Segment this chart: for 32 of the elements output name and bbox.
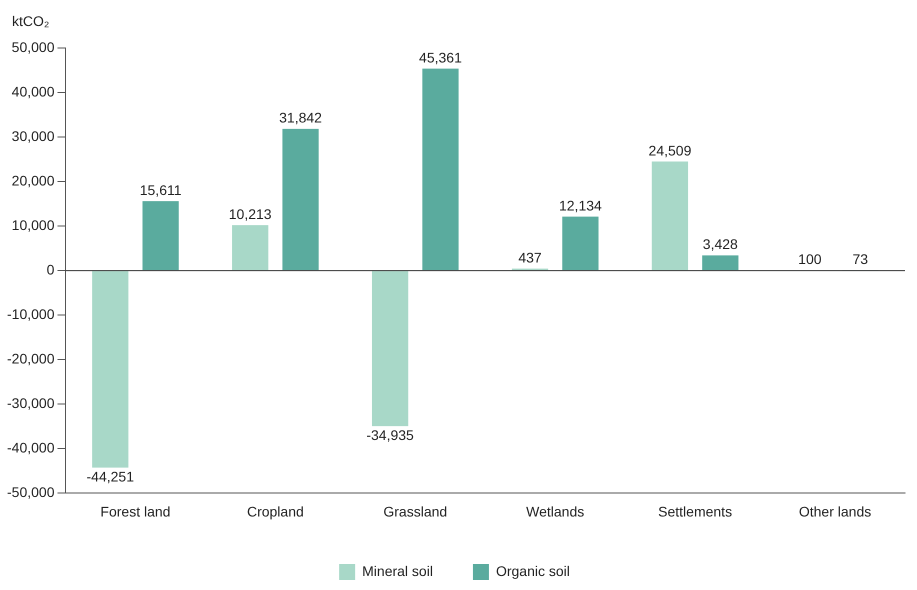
- x-tick-label: Forest land: [100, 503, 170, 520]
- data-label: 100: [798, 251, 822, 268]
- data-label: 73: [852, 251, 868, 268]
- y-tick-label: 10,000: [12, 216, 55, 233]
- data-label: 31,842: [279, 110, 322, 126]
- x-tick-label: Grassland: [383, 503, 448, 520]
- data-label: 10,213: [228, 206, 272, 222]
- data-label: 15,611: [140, 182, 182, 198]
- y-tick-label: -50,000: [7, 484, 55, 500]
- y-tick-label: -40,000: [7, 440, 55, 456]
- data-label: -44,251: [86, 468, 134, 484]
- data-label: 437: [518, 250, 542, 266]
- y-tick-label: 30,000: [12, 128, 55, 144]
- data-label: 24,509: [648, 142, 692, 158]
- y-axis-title: ktCO₂: [12, 12, 50, 29]
- x-tick-label: Other lands: [798, 503, 872, 520]
- x-tick-label: Cropland: [246, 503, 304, 520]
- y-tick-label: 0: [46, 261, 55, 278]
- data-label: 12,134: [558, 197, 602, 214]
- y-tick-label: 40,000: [12, 83, 55, 100]
- legend-label: Mineral soil: [362, 562, 433, 579]
- y-tick-label: 50,000: [12, 38, 55, 55]
- y-tick-label: 20,000: [12, 172, 55, 188]
- data-label: -34,935: [366, 426, 414, 443]
- x-tick-label: Settlements: [658, 503, 732, 520]
- x-tick-label: Wetlands: [526, 503, 584, 520]
- y-tick-label: -10,000: [7, 306, 55, 322]
- y-tick-label: -20,000: [7, 350, 55, 366]
- legend-label: Organic soil: [496, 562, 570, 579]
- y-tick-label: -30,000: [7, 395, 55, 412]
- data-label: 3,428: [702, 236, 738, 252]
- data-label: 45,361: [419, 50, 462, 66]
